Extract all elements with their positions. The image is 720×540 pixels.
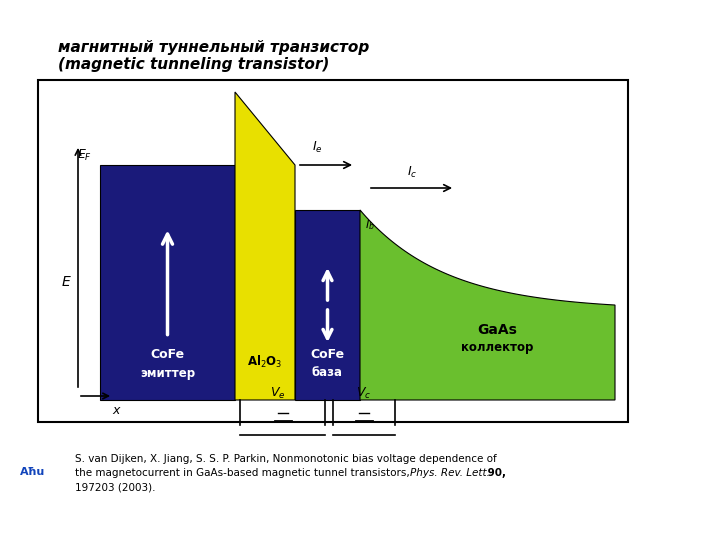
Text: E: E	[62, 275, 71, 289]
Text: $I_e$: $I_e$	[312, 140, 323, 155]
Text: GaAs: GaAs	[477, 323, 518, 337]
Text: Phys. Rev. Lett.: Phys. Rev. Lett.	[410, 468, 490, 478]
Text: Al$_2$O$_3$: Al$_2$O$_3$	[247, 354, 283, 370]
Text: S. van Dijken, X. Jiang, S. S. P. Parkin, Nonmonotonic bias voltage dependence o: S. van Dijken, X. Jiang, S. S. P. Parkin…	[75, 454, 497, 464]
Text: 90,: 90,	[484, 468, 506, 478]
Text: $V_c$: $V_c$	[356, 386, 372, 401]
Text: эмиттер: эмиттер	[140, 367, 195, 380]
Text: $V_e$: $V_e$	[270, 386, 285, 401]
Text: $I_b$: $I_b$	[365, 218, 375, 232]
Text: the magnetocurrent in GaAs-based magnetic tunnel transistors,: the magnetocurrent in GaAs-based magneti…	[75, 468, 413, 478]
Text: (magnetic tunneling transistor): (magnetic tunneling transistor)	[58, 57, 329, 72]
Text: x: x	[112, 404, 120, 417]
Text: коллектор: коллектор	[462, 341, 534, 354]
Bar	[38, 80, 628, 422]
Text: CoFe: CoFe	[150, 348, 184, 361]
Bar	[295, 210, 360, 400]
Text: 197203 (2003).: 197203 (2003).	[75, 482, 156, 492]
Text: $I_c$: $I_c$	[407, 165, 417, 180]
Text: CoFe: CoFe	[310, 348, 345, 361]
Text: Aħu: Aħu	[20, 467, 45, 477]
Bar	[100, 165, 235, 400]
Polygon shape	[235, 92, 295, 400]
Polygon shape	[360, 210, 615, 400]
Text: база: база	[312, 367, 343, 380]
Text: магнитный туннельный транзистор: магнитный туннельный транзистор	[58, 40, 369, 55]
Text: $E_F$: $E_F$	[77, 148, 92, 163]
